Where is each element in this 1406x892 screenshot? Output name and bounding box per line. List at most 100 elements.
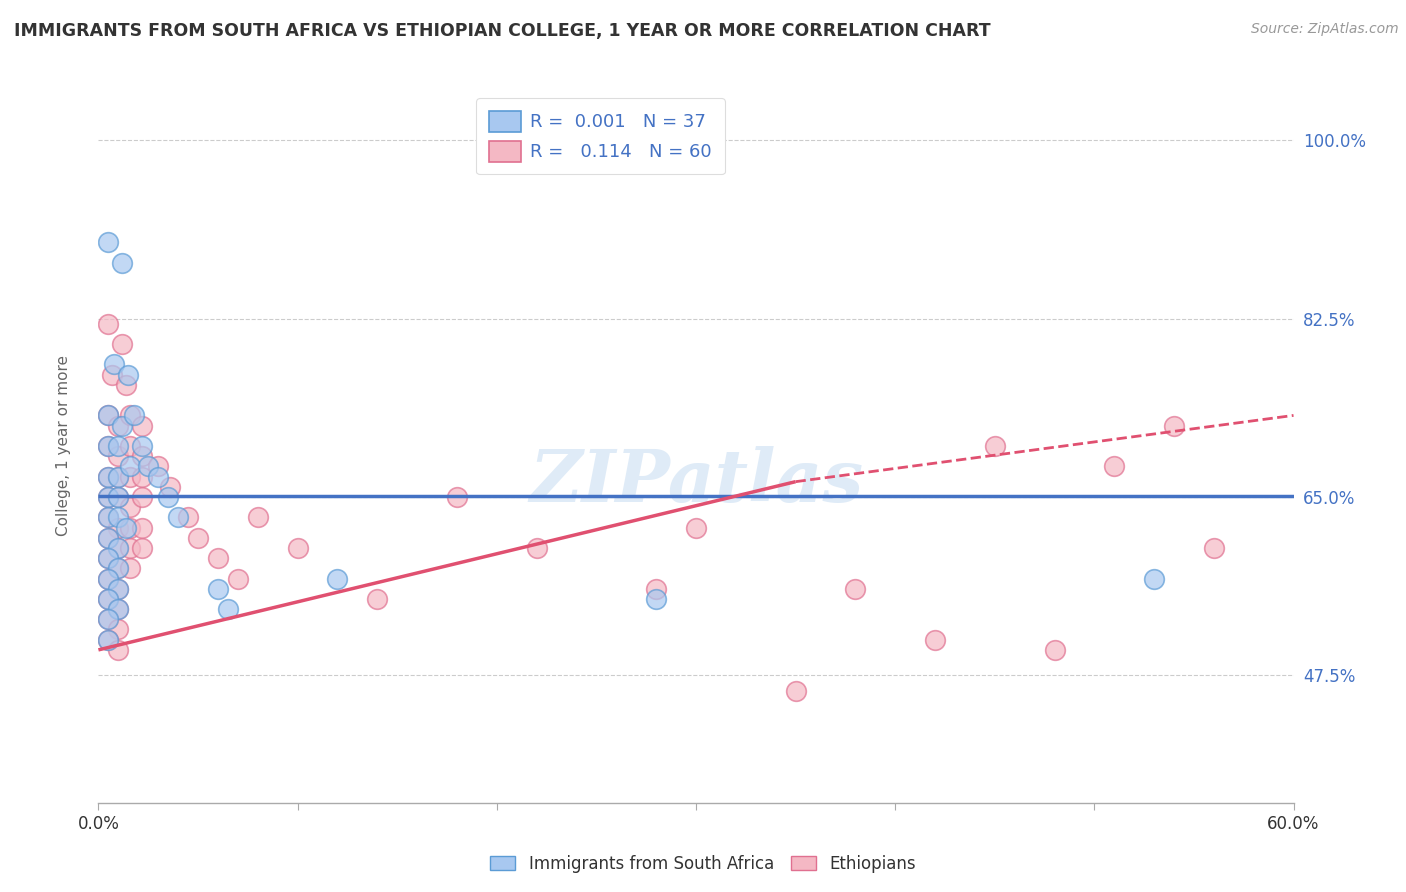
Point: [107, 582, 129, 596]
Point: [107, 602, 129, 616]
Point: [177, 510, 200, 524]
Point: [97, 612, 120, 626]
Point: [97, 551, 120, 566]
Point: [131, 418, 153, 433]
Point: [1143, 572, 1166, 586]
Point: [107, 623, 129, 637]
Point: [97, 469, 120, 483]
Point: [107, 418, 129, 433]
Point: [1202, 541, 1225, 555]
Point: [844, 582, 866, 596]
Point: [326, 572, 349, 586]
Point: [107, 510, 129, 524]
Point: [131, 469, 153, 483]
Point: [107, 469, 129, 483]
Point: [107, 561, 129, 575]
Point: [97, 409, 120, 423]
Point: [924, 632, 946, 647]
Point: [97, 235, 120, 249]
Point: [97, 591, 120, 606]
Point: [526, 541, 548, 555]
Point: [120, 459, 142, 474]
Point: [131, 541, 153, 555]
Point: [97, 439, 120, 453]
Point: [157, 490, 180, 504]
Point: [120, 520, 142, 534]
Point: [97, 572, 120, 586]
Point: [446, 490, 468, 504]
Point: [97, 510, 120, 524]
Point: [97, 612, 120, 626]
Point: [103, 358, 125, 372]
Point: [111, 337, 134, 351]
Point: [107, 541, 129, 555]
Point: [120, 500, 142, 515]
Point: [97, 490, 120, 504]
Point: [97, 510, 120, 524]
Text: Source: ZipAtlas.com: Source: ZipAtlas.com: [1251, 22, 1399, 37]
Point: [107, 602, 129, 616]
Point: [107, 490, 129, 504]
Point: [685, 520, 707, 534]
Point: [1163, 418, 1185, 433]
Point: [115, 377, 138, 392]
Point: [1104, 459, 1126, 474]
Point: [187, 531, 209, 545]
Point: [131, 449, 153, 463]
Point: [136, 459, 159, 474]
Point: [107, 469, 129, 483]
Point: [217, 602, 239, 616]
Point: [159, 480, 181, 494]
Point: [107, 541, 129, 555]
Point: [107, 439, 129, 453]
Point: [1043, 643, 1066, 657]
Point: [366, 591, 388, 606]
Point: [101, 368, 124, 382]
Point: [131, 439, 153, 453]
Point: [97, 551, 120, 566]
Point: [97, 531, 120, 545]
Point: [167, 510, 190, 524]
Point: [246, 510, 269, 524]
Point: [120, 561, 142, 575]
Point: [645, 591, 668, 606]
Point: [97, 591, 120, 606]
Point: [97, 632, 120, 647]
Point: [115, 520, 138, 534]
Point: [97, 439, 120, 453]
Point: [124, 409, 146, 423]
Point: [645, 582, 668, 596]
Point: [111, 418, 134, 433]
Text: ZIPatlas: ZIPatlas: [529, 446, 863, 517]
Point: [120, 469, 142, 483]
Point: [226, 572, 249, 586]
Text: IMMIGRANTS FROM SOUTH AFRICA VS ETHIOPIAN COLLEGE, 1 YEAR OR MORE CORRELATION CH: IMMIGRANTS FROM SOUTH AFRICA VS ETHIOPIA…: [14, 22, 991, 40]
Point: [207, 582, 229, 596]
Point: [107, 561, 129, 575]
Point: [107, 490, 129, 504]
Legend: Immigrants from South Africa, Ethiopians: Immigrants from South Africa, Ethiopians: [484, 848, 922, 880]
Point: [97, 469, 120, 483]
Point: [97, 632, 120, 647]
Point: [97, 409, 120, 423]
Point: [131, 520, 153, 534]
Point: [120, 439, 142, 453]
Point: [120, 541, 142, 555]
Point: [107, 449, 129, 463]
Point: [97, 531, 120, 545]
Point: [97, 317, 120, 331]
Text: College, 1 year or more: College, 1 year or more: [56, 356, 70, 536]
Point: [148, 469, 170, 483]
Point: [111, 255, 134, 269]
Point: [107, 582, 129, 596]
Point: [207, 551, 229, 566]
Point: [287, 541, 309, 555]
Point: [785, 683, 807, 698]
Point: [117, 368, 139, 382]
Legend: R =  0.001   N = 37, R =   0.114   N = 60: R = 0.001 N = 37, R = 0.114 N = 60: [477, 98, 724, 174]
Point: [97, 490, 120, 504]
Point: [131, 490, 153, 504]
Point: [97, 572, 120, 586]
Point: [148, 459, 170, 474]
Point: [984, 439, 1007, 453]
